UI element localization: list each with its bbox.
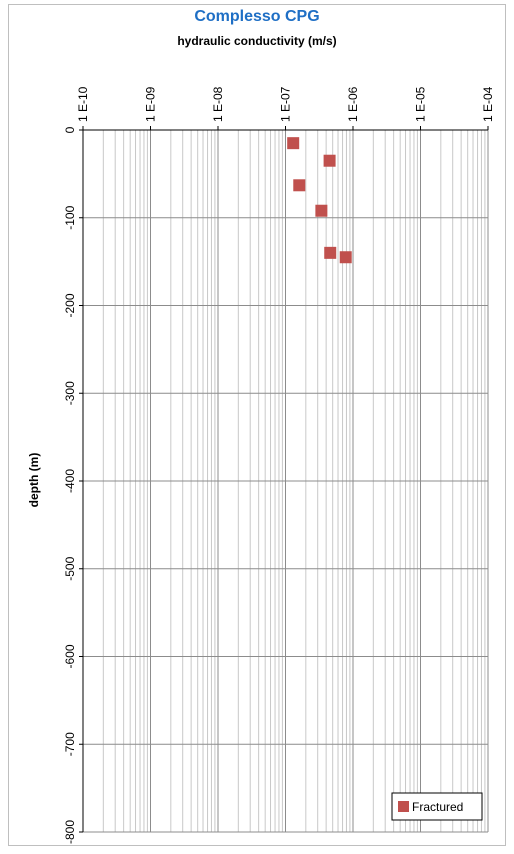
x-tick-label: 1 E-07	[279, 86, 293, 122]
x-tick-label: 1 E-09	[144, 86, 158, 122]
y-tick-labels: 0 -100 -200 -300 -400 -500 -600 -700 -800	[63, 126, 77, 844]
data-point-fractured	[293, 179, 306, 192]
x-tick-label: 1 E-06	[346, 86, 360, 122]
legend-label-fractured: Fractured	[412, 800, 463, 814]
x-tick-label: 1 E-05	[414, 86, 428, 122]
y-tick-label: -600	[63, 644, 77, 668]
x-tick-label: 1 E-08	[211, 86, 225, 122]
y-tick-label: -400	[63, 469, 77, 493]
data-point-fractured	[339, 251, 352, 264]
legend: Fractured	[391, 792, 483, 821]
x-tick-label: 1 E-04	[481, 86, 495, 122]
grid-lines	[82, 129, 489, 833]
x-tick-label: 1 E-10	[76, 86, 90, 122]
axes	[79, 126, 489, 833]
data-points	[287, 137, 352, 264]
data-point-fractured	[323, 154, 336, 167]
x-tick-labels: 1 E-10 1 E-09 1 E-08 1 E-07 1 E-06 1 E-05 1 E-…	[76, 86, 495, 122]
chart-title: Complesso CPG	[194, 8, 320, 25]
data-point-fractured	[287, 137, 300, 150]
data-point-fractured	[315, 204, 328, 217]
legend-marker-fractured	[398, 801, 409, 812]
y-tick-label: -100	[63, 205, 77, 229]
y-tick-label: -300	[63, 381, 77, 405]
y-tick-label: -800	[63, 820, 77, 844]
y-tick-label: 0	[63, 126, 77, 133]
data-point-fractured	[324, 246, 337, 259]
y-tick-label: -700	[63, 732, 77, 756]
y-axis-label: depth (m)	[27, 453, 41, 508]
y-tick-label: -200	[63, 293, 77, 317]
y-tick-label: -500	[63, 556, 77, 580]
x-axis-label: hydraulic conductivity (m/s)	[177, 34, 337, 48]
chart-frame	[8, 4, 506, 846]
